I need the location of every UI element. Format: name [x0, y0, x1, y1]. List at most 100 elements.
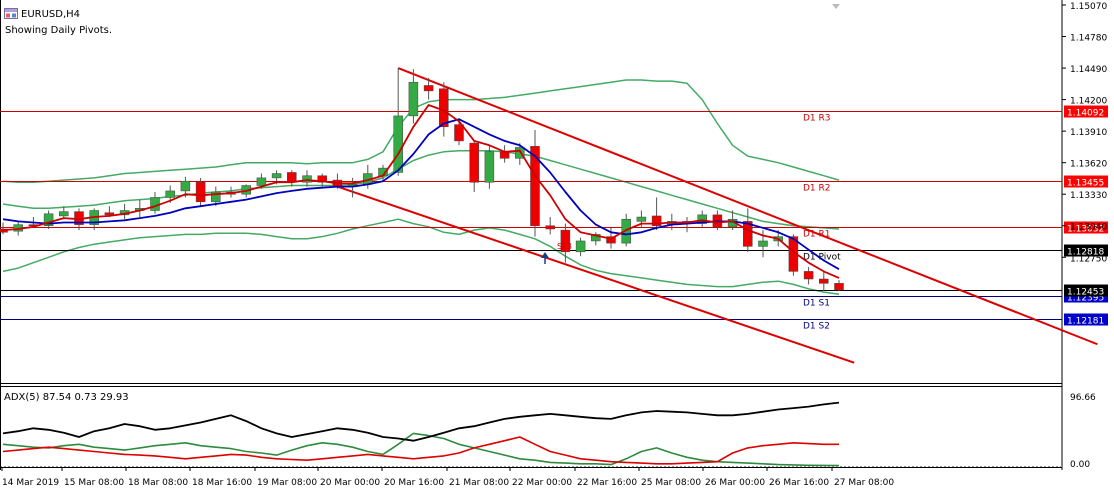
pivot-price-label: 1.12181	[1067, 317, 1104, 327]
moving-averages	[2, 104, 840, 279]
adx-lines	[2, 401, 840, 467]
candle-body	[545, 225, 555, 230]
candle-body	[530, 146, 540, 226]
price-tick-label: 1.13330	[1070, 191, 1107, 201]
time-tick-label: 14 Mar 2019	[2, 478, 59, 488]
candle-body	[591, 234, 601, 242]
candle-body	[575, 240, 586, 253]
pivot-price-badge	[1064, 221, 1108, 234]
candle-body	[256, 177, 267, 186]
signal-marker-label: SP3	[557, 242, 572, 251]
time-tick-label: 18 Mar 08:00	[128, 478, 188, 488]
ma-fast-line	[2, 104, 840, 279]
time-tick-label: 15 Mar 08:00	[64, 478, 124, 488]
price-tick-label: 1.15070	[1070, 2, 1107, 12]
candle-body	[560, 229, 571, 253]
current-price-label: 1.12453	[1067, 288, 1104, 298]
pivot-label: D1 Pivot	[803, 253, 841, 263]
bollinger-lower-line	[2, 218, 840, 295]
candle-body	[621, 218, 631, 244]
candle-body	[150, 197, 160, 211]
time-tick-label: 21 Mar 08:00	[449, 478, 509, 488]
pivot-label: D1 R2	[803, 184, 831, 194]
price-tick-label: 1.14490	[1070, 65, 1107, 75]
pivot-indicator-note: Showing Daily Pivots.	[5, 25, 113, 36]
adx-main-line	[2, 401, 840, 442]
adx-indicator-label[interactable]: ADX(5) 87.54 0.73 29.93	[4, 392, 129, 403]
candle-body	[271, 173, 282, 179]
bollinger-middle-line	[2, 149, 840, 230]
pivot-label: D1 R1	[803, 230, 831, 240]
chart-shift-marker[interactable]	[832, 4, 840, 9]
candle-body	[317, 175, 327, 183]
signal-arrow	[541, 252, 549, 264]
candle-body	[819, 278, 829, 284]
trend-channel[interactable]	[337, 67, 1098, 364]
pivot-label: D1 R3	[803, 114, 831, 124]
symbol-window-icon	[4, 8, 18, 19]
adx-scale-label: 0.00	[1070, 460, 1090, 470]
candle-body	[697, 214, 707, 224]
candlesticks	[0, 68, 844, 291]
pivot-label: D1 S1	[803, 299, 830, 309]
pivot-price-badge	[1064, 313, 1108, 326]
channel-lower-trendline	[337, 185, 855, 364]
candle-body	[743, 221, 753, 247]
adx-minus-di-line	[2, 436, 839, 465]
current-price-badge	[1064, 284, 1108, 297]
candle-body	[423, 85, 434, 92]
candle-body	[302, 175, 312, 183]
candle-body	[59, 211, 69, 217]
candle-body	[104, 212, 115, 216]
candle-body	[454, 124, 464, 142]
time-tick-label: 26 Mar 00:00	[705, 478, 765, 488]
ma-slow-line	[2, 118, 840, 270]
pivot-price-badge	[1064, 244, 1108, 257]
axes: 1.15070 1.14780 1.14490 1.14200 1.13910 1.136…	[1, 2, 1107, 488]
candle-body	[484, 151, 495, 183]
candle-body	[165, 190, 175, 198]
channel-upper-trendline	[397, 67, 1098, 346]
price-tick-label: 1.14200	[1070, 97, 1107, 107]
pivot-price-badge	[1064, 175, 1108, 188]
chart-title: EURUSD,H4	[21, 9, 81, 20]
candle-body	[408, 81, 419, 117]
time-tick-label: 25 Mar 08:00	[641, 478, 701, 488]
time-tick-label: 22 Mar 16:00	[577, 478, 637, 488]
price-tick-label: 1.13040	[1070, 223, 1107, 233]
candle-body	[180, 180, 191, 192]
candle-body	[287, 172, 297, 183]
bollinger-upper-line	[2, 79, 840, 183]
candle-body	[758, 240, 768, 247]
candle-body	[211, 191, 221, 203]
price-tick-label: 1.13620	[1070, 160, 1107, 170]
price-tick-label: 1.12750	[1070, 254, 1107, 264]
adx-scale-label: 96.66	[1070, 393, 1096, 403]
candle-body	[439, 88, 449, 128]
adx-plus-di-line	[2, 432, 840, 467]
pivot-price-label: 1.13455	[1067, 179, 1104, 189]
candle-body	[499, 151, 510, 159]
pivot-price-badge	[1064, 105, 1108, 118]
time-tick-label: 20 Mar 16:00	[384, 478, 444, 488]
pivot-price-label: 1.12818	[1067, 248, 1104, 258]
bollinger-bands	[2, 79, 840, 295]
candle-body	[651, 215, 662, 226]
candle-body	[606, 236, 616, 244]
candle-body	[803, 271, 814, 280]
price-tick-label: 1.14780	[1070, 34, 1107, 44]
candle-body	[636, 216, 647, 222]
candle-body	[834, 283, 844, 291]
pivot-price-label: 1.13032	[1067, 225, 1104, 235]
time-tick-label: 18 Mar 16:00	[192, 478, 252, 488]
time-tick-label: 26 Mar 16:00	[769, 478, 829, 488]
candle-body	[469, 142, 479, 183]
candle-body	[393, 115, 403, 173]
pivot-price-label: 1.14092	[1067, 109, 1104, 119]
time-tick-label: 22 Mar 00:00	[512, 478, 572, 488]
time-tick-label: 20 Mar 00:00	[320, 478, 380, 488]
pivot-lines: D1 R3 1.14092 D1 R2 1.13455 D1 R1 1.13032 D1 P…	[0, 105, 1108, 332]
pivot-label: D1 S2	[803, 322, 830, 332]
